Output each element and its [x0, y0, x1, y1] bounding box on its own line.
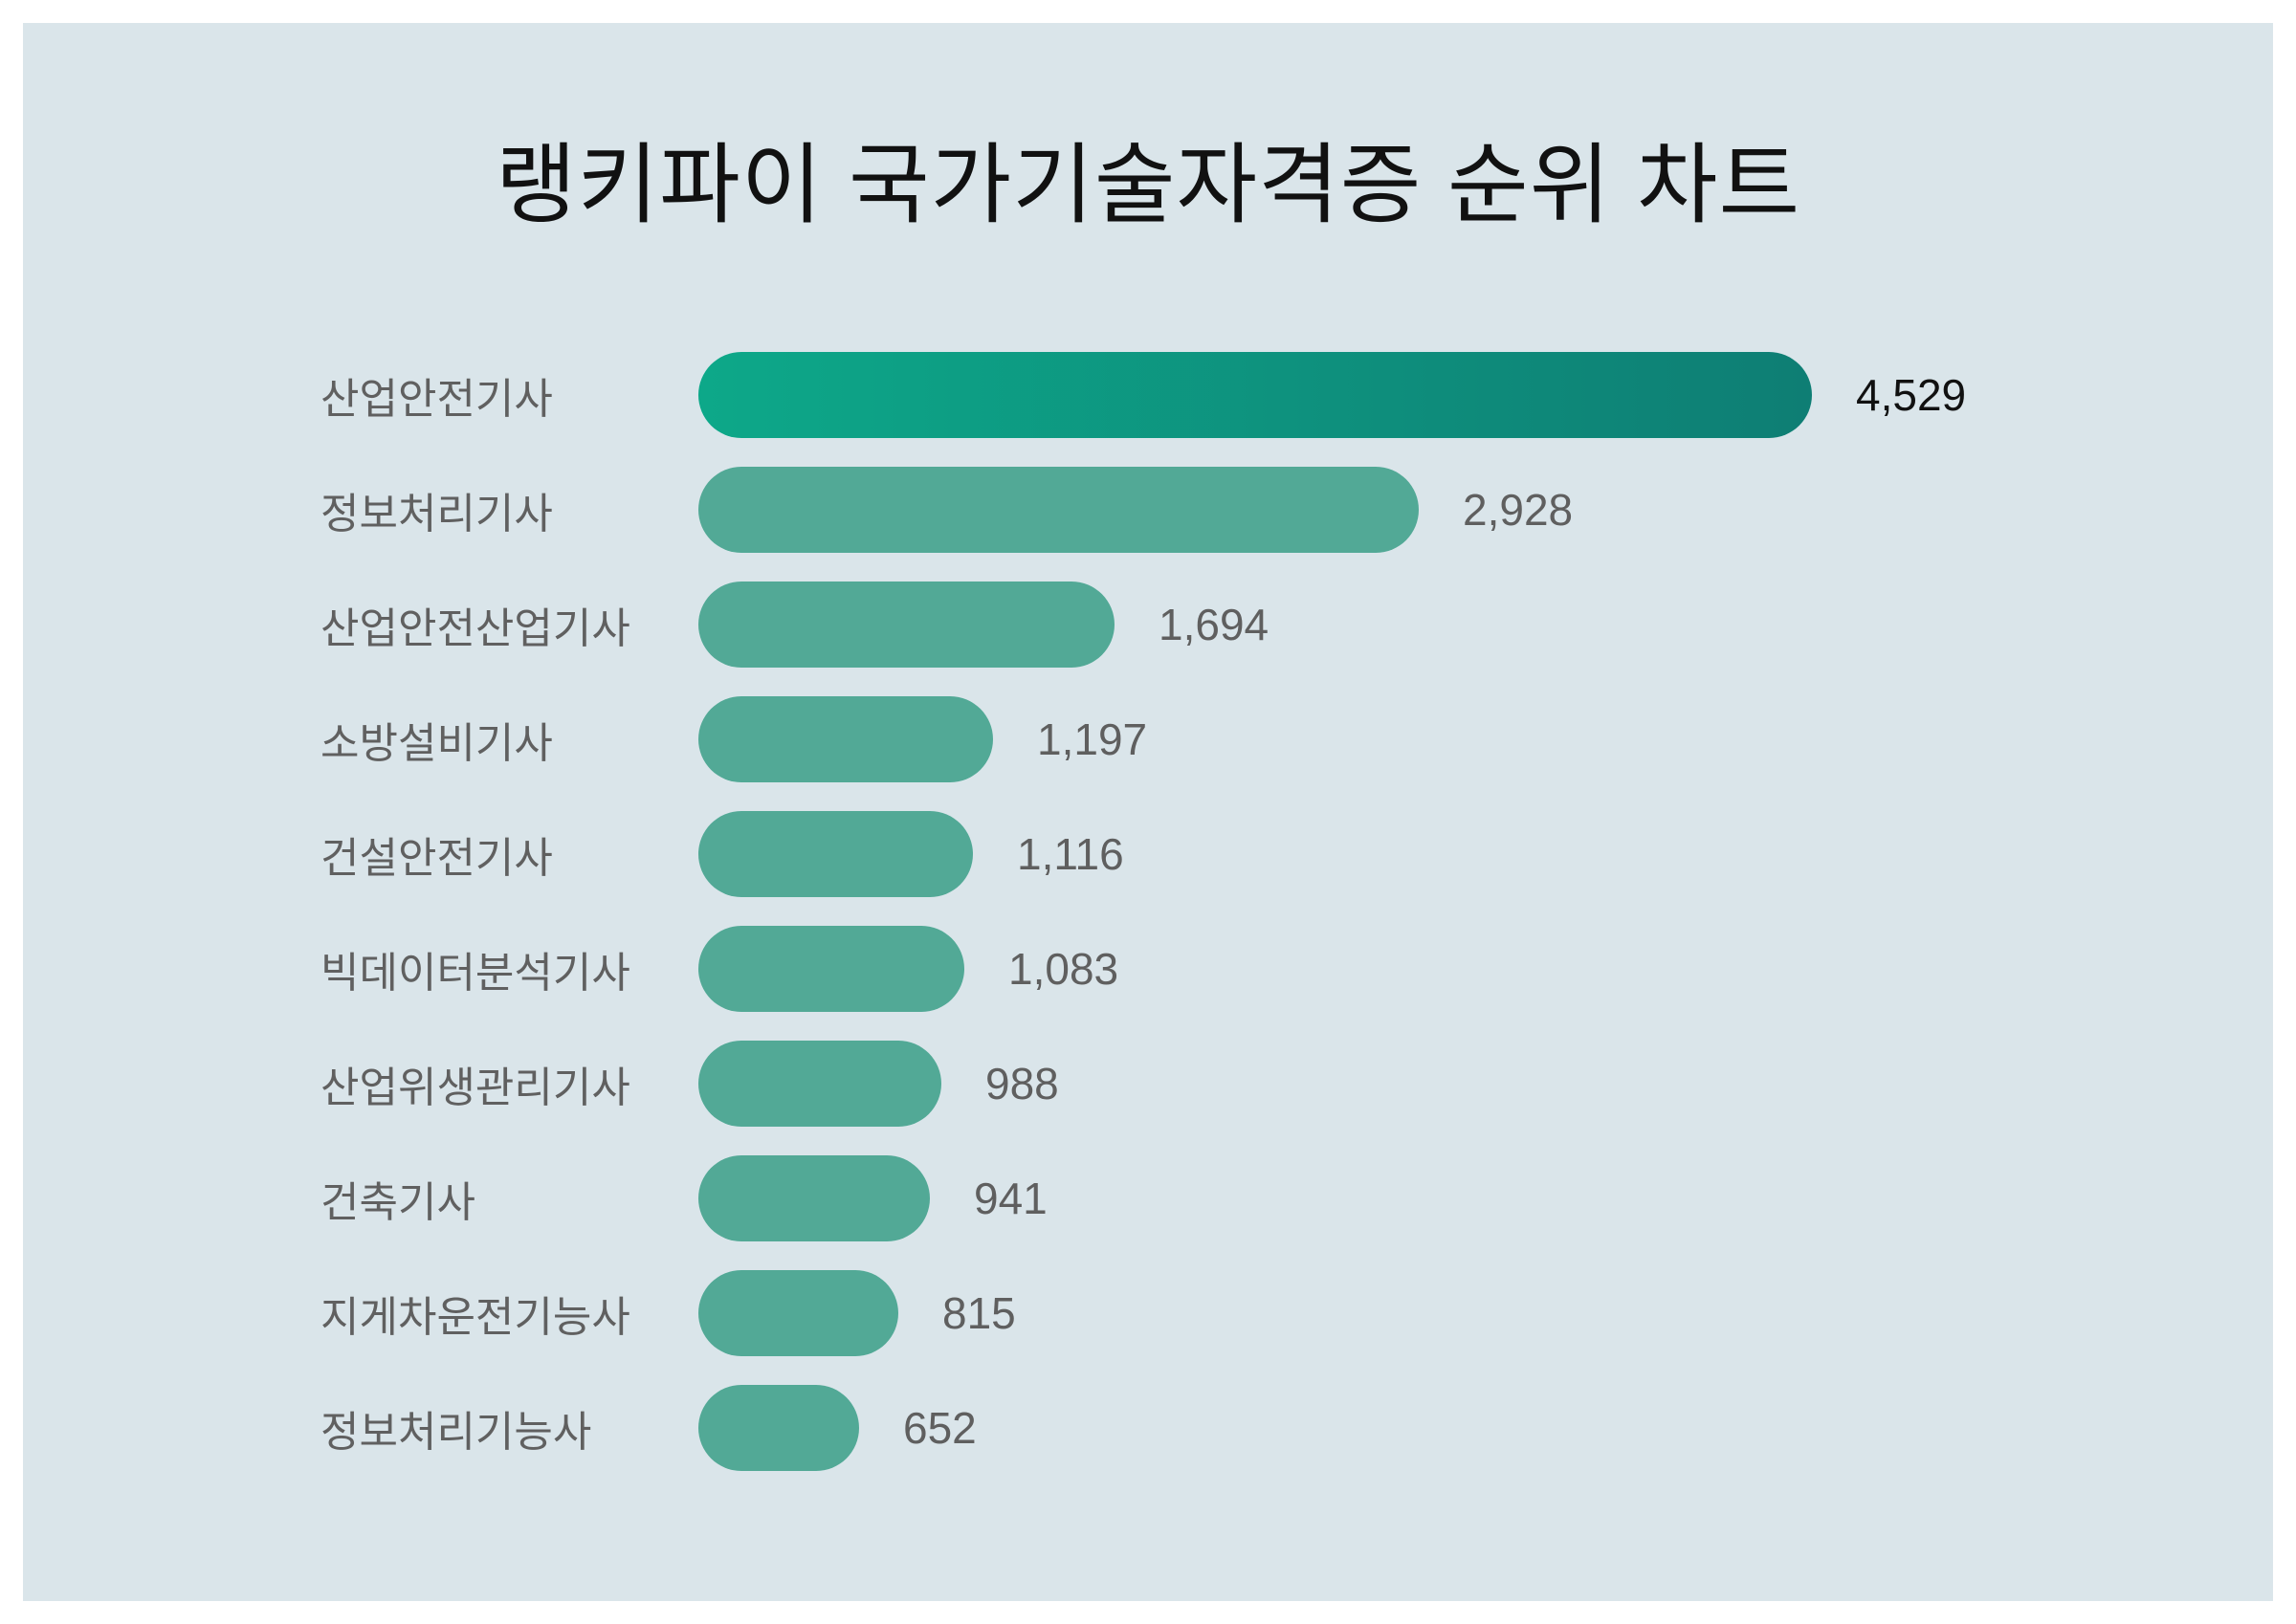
chart-row: 산업위생관리기사 988 [23, 1026, 2273, 1141]
bar [698, 1041, 941, 1127]
bar [698, 926, 964, 1012]
bar [698, 811, 973, 897]
value-label: 1,197 [1037, 714, 1148, 764]
value-label: 1,694 [1159, 600, 1269, 649]
bar [698, 1270, 898, 1356]
value-label: 815 [942, 1288, 1016, 1338]
chart-row: 건설안전기사 1,116 [23, 797, 2273, 911]
value-label: 988 [985, 1059, 1059, 1108]
bar [698, 1155, 930, 1241]
bar-chart: 산업안전기사 4,529 정보처리기사 2,928 산업안전산업기사 1,694 소방설비기… [23, 338, 2273, 1485]
chart-title: 랭키파이 국가기술자격증 순위 차트 [495, 137, 1801, 234]
bar [698, 352, 1812, 438]
chart-row: 정보처리기능사 652 [23, 1371, 2273, 1485]
chart-row: 지게차운전기능사 815 [23, 1256, 2273, 1371]
chart-panel: 랭키파이 국가기술자격증 순위 차트 산업안전기사 4,529 정보처리기사 2,92… [23, 23, 2273, 1601]
category-label: 정보처리기능사 [320, 1409, 592, 1456]
value-label: 652 [903, 1403, 977, 1453]
value-label: 1,083 [1008, 944, 1119, 994]
category-label: 건축기사 [320, 1179, 475, 1226]
bar [698, 1385, 859, 1471]
bar [698, 582, 1115, 668]
value-label: 4,529 [1856, 370, 1967, 420]
bar [698, 467, 1419, 553]
category-label: 산업위생관리기사 [320, 1064, 630, 1111]
chart-row: 건축기사 941 [23, 1141, 2273, 1256]
chart-row: 정보처리기사 2,928 [23, 452, 2273, 567]
value-label: 941 [974, 1174, 1048, 1223]
bar [698, 696, 993, 782]
category-label: 산업안전산업기사 [320, 605, 630, 652]
chart-row: 산업안전기사 4,529 [23, 338, 2273, 452]
chart-row: 빅데이터분석기사 1,083 [23, 911, 2273, 1026]
category-label: 소방설비기사 [320, 720, 553, 767]
value-label: 2,928 [1463, 485, 1574, 535]
category-label: 지게차운전기능사 [320, 1294, 630, 1341]
value-label: 1,116 [1017, 829, 1124, 879]
category-label: 정보처리기사 [320, 491, 553, 538]
category-label: 산업안전기사 [320, 376, 553, 423]
category-label: 빅데이터분석기사 [320, 950, 630, 997]
chart-row: 산업안전산업기사 1,694 [23, 567, 2273, 682]
chart-row: 소방설비기사 1,197 [23, 682, 2273, 797]
category-label: 건설안전기사 [320, 835, 553, 882]
